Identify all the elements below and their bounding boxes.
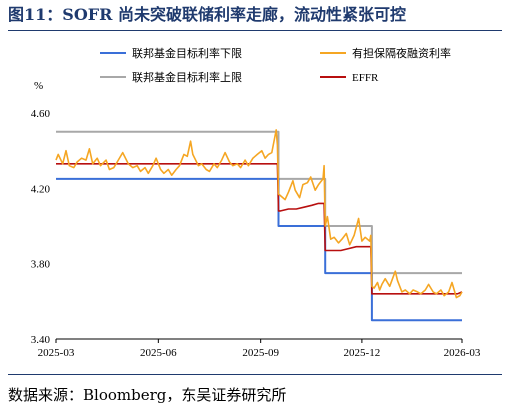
x-tick-label: 2025-12: [344, 347, 381, 359]
y-tick-label: 4.60: [31, 108, 51, 120]
chart-title: 图11：SOFR 尚未突破联储利率走廊，流动性紧张可控: [8, 5, 406, 24]
source-divider: [8, 374, 502, 375]
legend-label: 联邦基金目标利率上限: [132, 70, 242, 84]
y-tick-label: 3.40: [31, 334, 51, 346]
legend-label: 联邦基金目标利率下限: [132, 46, 242, 60]
series-line: [56, 163, 463, 295]
x-tick-label: 2025-03: [38, 347, 75, 359]
series-line: [56, 177, 462, 322]
legend-label: EFFR: [352, 72, 379, 84]
y-tick-label: 4.20: [31, 183, 51, 195]
x-tick-label: 2026-03: [444, 347, 481, 359]
plot-lines: [55, 129, 463, 322]
data-source-note: 数据来源：Bloomberg，东吴证券研究所: [8, 386, 287, 404]
series-line: [55, 129, 463, 299]
x-axis-ticks: 2025-03 2025-06 2025-09 2025-12 2026-03: [38, 339, 481, 359]
y-tick-label: 3.80: [31, 259, 51, 271]
title-divider: [8, 30, 502, 31]
x-tick-label: 2025-06: [140, 347, 177, 359]
y-axis-ticks: 4.60 4.20 3.80 3.40: [31, 108, 51, 346]
y-axis-unit-label: %: [34, 80, 43, 92]
legend-label: 有担保隔夜融资利率: [352, 46, 451, 60]
x-tick-label: 2025-09: [242, 347, 279, 359]
